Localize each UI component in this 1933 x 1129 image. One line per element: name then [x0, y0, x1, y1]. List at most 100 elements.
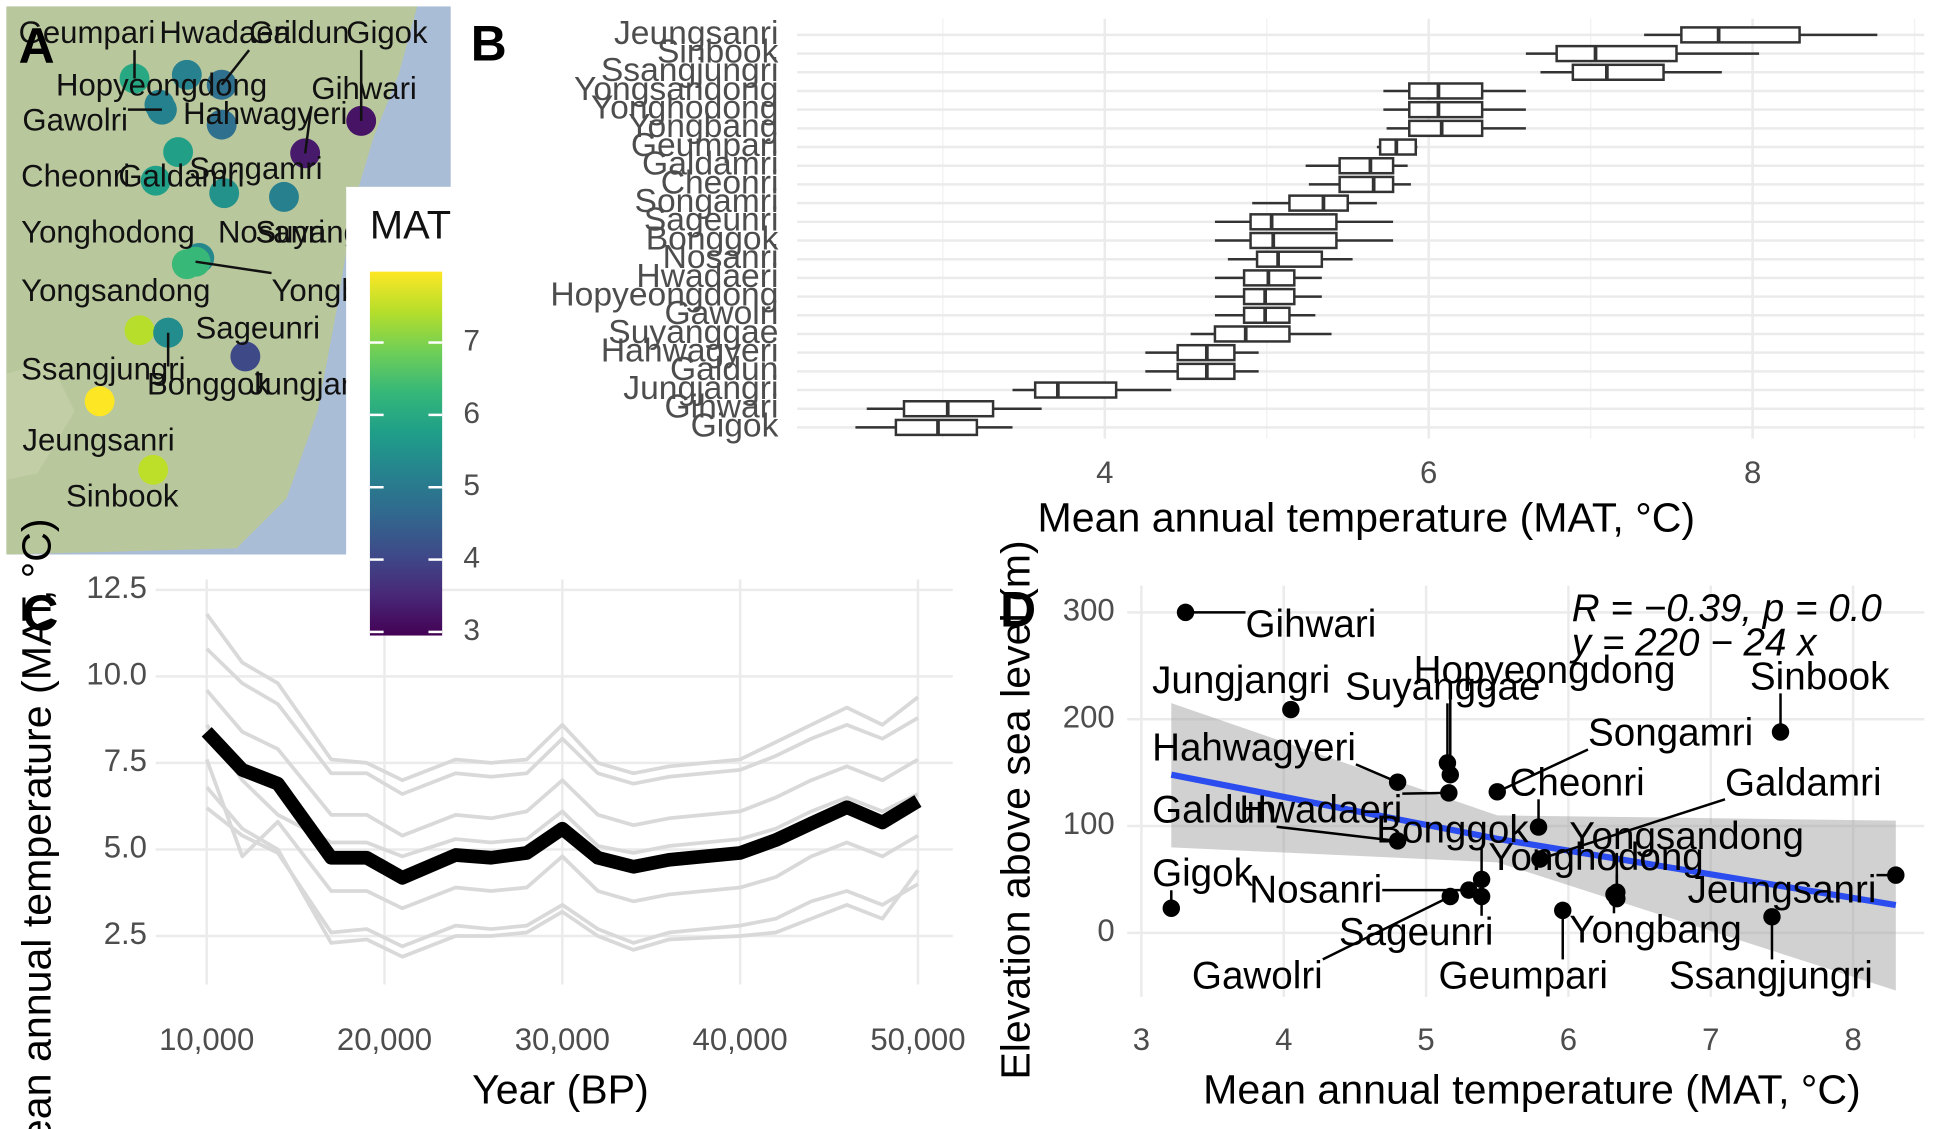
box	[1213, 325, 1291, 343]
x-tick-label: 30,000	[515, 1022, 610, 1057]
site-label: Bonggok	[147, 367, 270, 402]
x-tick-label: 7	[1702, 1022, 1719, 1057]
x-tick-label: 10,000	[159, 1022, 254, 1057]
label-connector	[1276, 825, 1398, 843]
series-line	[205, 723, 919, 859]
layer: 10,000 20,000 30,000 40,000 50,000 2.5 5.0 7.5 1…	[14, 15, 1925, 1129]
colorbar-tick-label: 6	[463, 397, 480, 430]
site-label: Galdun	[249, 15, 349, 50]
site-label: Gigok	[346, 15, 428, 50]
point-label: Geumpari	[1439, 954, 1608, 997]
site-point	[138, 454, 169, 485]
x-tick-label: 5	[1417, 1022, 1434, 1057]
y-tick-label: Gigok	[691, 407, 779, 444]
colorbar-tick-label: 5	[463, 469, 480, 502]
point	[1162, 899, 1181, 917]
box	[1249, 213, 1338, 231]
y-tick-label: Geumpari	[631, 127, 779, 164]
point	[1441, 887, 1460, 906]
point	[1488, 783, 1506, 801]
box	[1338, 157, 1395, 175]
site-label: Sinbook	[66, 479, 179, 514]
site-connector	[220, 49, 251, 86]
site-label: Hwadaeri	[159, 15, 290, 50]
point	[1531, 850, 1549, 868]
site-label: Gawolri	[22, 102, 127, 137]
series-line	[201, 727, 922, 885]
series-line	[205, 806, 919, 949]
point-label: Sinbook	[1750, 655, 1890, 698]
colorbar-tick-label: 4	[463, 541, 480, 574]
y-tick-label: Nosanri	[663, 239, 779, 276]
land	[6, 361, 75, 480]
x-tick-label: 4	[1096, 455, 1113, 490]
box	[1338, 175, 1395, 194]
site-point	[269, 181, 299, 212]
point	[1440, 784, 1458, 802]
panel-label: C	[22, 585, 58, 641]
y-axis-label: Elevation above sea level (m)	[993, 540, 1039, 1079]
series-line	[205, 612, 920, 783]
x-axis-label: Mean annual temperature (MAT, °C)	[1203, 1067, 1861, 1113]
y-tick-label: Yongbang	[628, 108, 778, 145]
site-label: Cheonri	[21, 158, 130, 193]
point-label: Galdamri	[1725, 761, 1882, 804]
x-tick-label: 20,000	[337, 1022, 432, 1057]
annotation: y = 220 − 24 x	[1569, 622, 1818, 665]
y-tick-label: Galdamri	[642, 146, 778, 183]
label-connector	[1322, 895, 1451, 961]
point-label: Ssangjungri	[1669, 954, 1873, 997]
box	[1571, 63, 1665, 81]
x-tick-label: 3	[1133, 1022, 1150, 1057]
site-point	[140, 165, 171, 196]
site-label: Yonghodong	[21, 214, 195, 249]
y-tick-label: 12.5	[86, 570, 147, 605]
point-label: Songamri	[1588, 711, 1753, 754]
y-tick-label: Ssangjungri	[601, 52, 779, 89]
point	[1605, 885, 1623, 904]
panel-label: B	[471, 16, 507, 72]
point-label: Bonggok	[1376, 809, 1529, 852]
point-label: Jungjangri	[1152, 659, 1330, 702]
site-label: Ssangjungri	[21, 352, 185, 387]
site-point	[171, 59, 202, 90]
site-connector	[303, 106, 313, 154]
y-tick-label: Suyanggae	[608, 314, 778, 351]
site-label: Galdamri	[118, 158, 244, 193]
point-label: Yongsandong	[1569, 815, 1804, 858]
y-tick-label: Sinbook	[657, 33, 779, 70]
y-tick-label: Galdun	[670, 351, 778, 388]
point	[1388, 773, 1407, 791]
series-line	[204, 758, 919, 911]
box	[1408, 119, 1484, 138]
point-label: Suyanggae	[1345, 665, 1540, 708]
y-tick-label: 100	[1063, 806, 1115, 841]
x-tick-label: 8	[1744, 455, 1761, 490]
box	[1249, 231, 1338, 250]
x-tick-label: 4	[1275, 1022, 1292, 1057]
point	[1554, 901, 1572, 920]
point-label: Gigok	[1152, 852, 1254, 895]
point	[1282, 700, 1300, 719]
point-label: Cheonri	[1510, 761, 1645, 804]
y-tick-label: 5.0	[104, 830, 147, 865]
x-tick-label: 40,000	[693, 1022, 788, 1057]
colorbar	[369, 271, 443, 636]
y-axis-label: Mean annual temperature (MAT, °C)	[14, 518, 60, 1129]
regression-line	[1170, 771, 1897, 909]
x-tick-label: 8	[1844, 1022, 1861, 1057]
point-label: Yonghodong	[1488, 836, 1703, 879]
y-tick-label: Cheonri	[661, 164, 779, 201]
box	[1680, 26, 1801, 44]
series-line	[205, 785, 920, 959]
point	[1176, 603, 1195, 622]
x-axis-label: Mean annual temperature (MAT, °C)	[1038, 495, 1696, 541]
y-tick-label: Hwadaeri	[636, 258, 778, 295]
point	[1887, 866, 1905, 884]
point-label: Galdun	[1152, 789, 1276, 832]
box	[1408, 100, 1484, 119]
site-point	[206, 109, 237, 140]
point-label: Yongbang	[1569, 908, 1741, 951]
y-tick-label: 300	[1063, 593, 1115, 628]
